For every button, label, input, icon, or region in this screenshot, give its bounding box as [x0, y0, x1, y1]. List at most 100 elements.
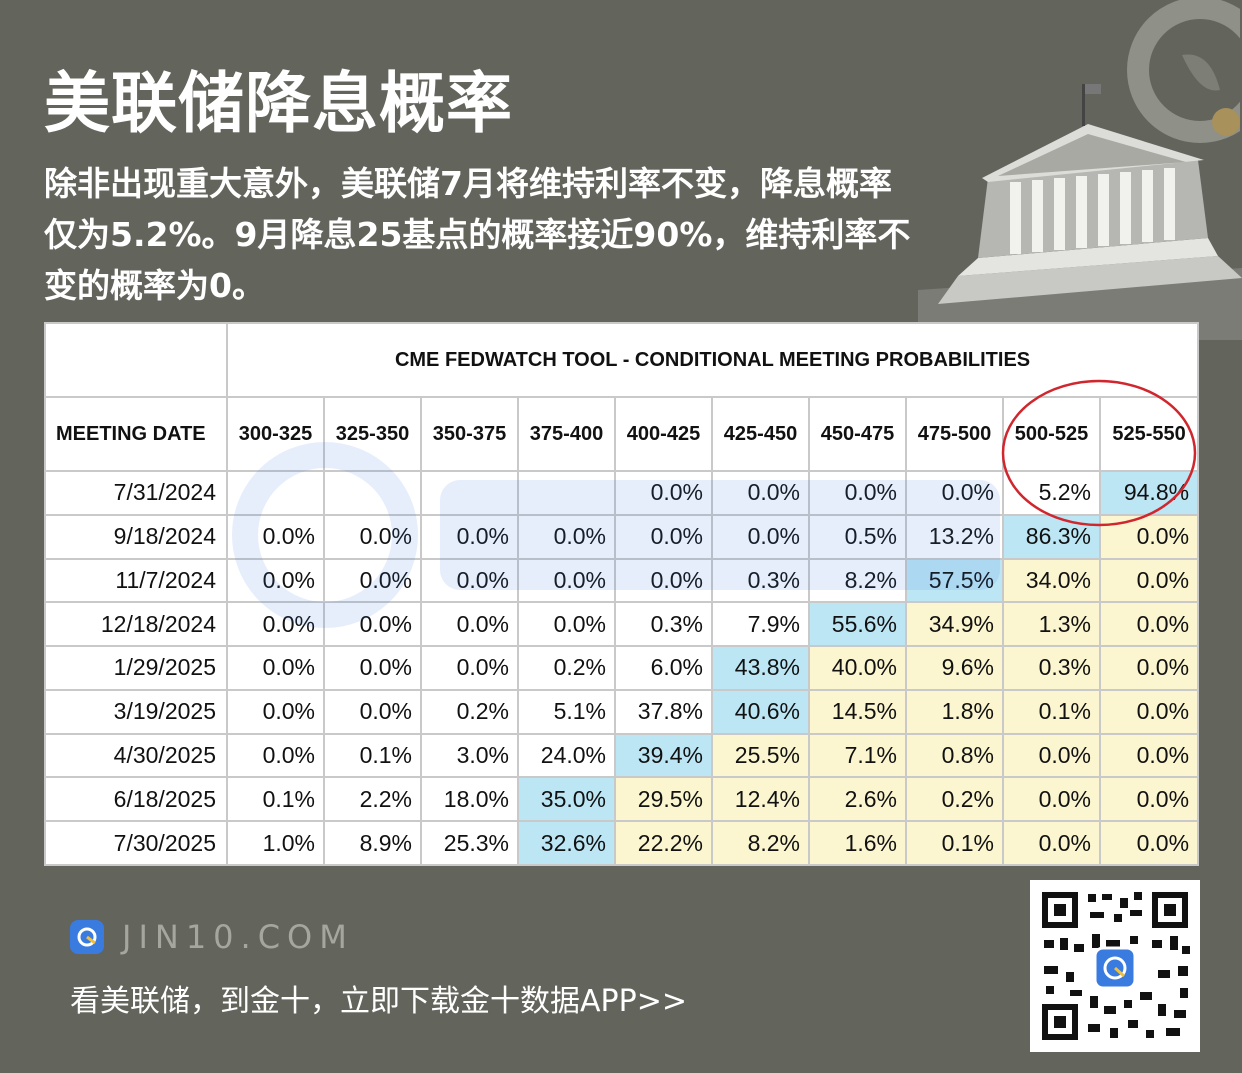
probability-cell: 7.9% [711, 601, 810, 648]
probability-cell: 0.0% [517, 601, 616, 648]
meeting-date-cell: 7/30/2025 [44, 820, 228, 866]
meeting-date-cell: 9/18/2024 [44, 513, 228, 560]
probability-cell: 35.0% [517, 776, 616, 823]
probability-cell: 25.3% [420, 820, 519, 866]
probability-cell: 0.0% [323, 513, 422, 560]
probability-cell: 25.5% [711, 732, 810, 779]
probability-cell: 0.0% [226, 688, 325, 735]
download-cta[interactable]: 看美联储，到金十，立即下载金十数据APP>> [70, 984, 687, 1019]
probability-cell: 94.8% [1098, 470, 1200, 516]
meeting-date-cell: 7/31/2024 [44, 470, 228, 516]
probability-cell: 0.0% [1002, 820, 1101, 866]
highlight-ring [1001, 379, 1197, 527]
meeting-date-cell: 1/29/2025 [44, 645, 228, 691]
rate-column-header: 350-375 [420, 396, 519, 472]
table-row: 7/31/2024 0.0% 0.0% 0.0% 0.0% 5.2% 94.8% [44, 470, 1200, 516]
qr-code-image[interactable] [1030, 880, 1200, 1052]
probability-cell: 0.0% [614, 470, 713, 516]
probability-cell: 0.0% [226, 645, 325, 691]
probability-cell: 2.2% [323, 776, 422, 823]
probability-cell: 0.0% [226, 601, 325, 648]
table-row: 1/29/2025 0.0% 0.0% 0.0% 0.2% 6.0% 43.8% 40.0% 9… [44, 645, 1200, 691]
probability-cell: 0.0% [1098, 776, 1200, 823]
probability-cell: 3.0% [420, 732, 519, 779]
probability-cell: 1.3% [1002, 601, 1101, 648]
meeting-date-cell: 12/18/2024 [44, 601, 228, 648]
header-row: MEETING DATE 300-325 325-350 350-375 375-40… [44, 396, 1200, 472]
probability-cell: 0.0% [420, 645, 519, 691]
probability-cell: 0.0% [711, 513, 810, 560]
fedwatch-probability-table: CME FEDWATCH TOOL - CONDITIONAL MEETING … [44, 322, 1200, 866]
probability-cell: 0.3% [1002, 645, 1101, 691]
table-row: 9/18/2024 0.0% 0.0% 0.0% 0.0% 0.0% 0.0% 0.5% 13.… [44, 513, 1200, 560]
site-url: JIN10.COM [122, 918, 354, 956]
probability-cell: 0.3% [711, 557, 810, 604]
probability-cell: 0.0% [420, 557, 519, 604]
table-row: 4/30/2025 0.0% 0.1% 3.0% 24.0% 39.4% 25.5% 7.1%… [44, 732, 1200, 779]
probability-cell: 22.2% [614, 820, 713, 866]
probability-cell: 18.0% [420, 776, 519, 823]
page-subtitle: 除非出现重大意外，美联储7月将维持利率不变，降息概率仅为5.2%。9月降息25基… [44, 164, 911, 305]
table-body: 7/31/2024 0.0% 0.0% 0.0% 0.0% 5.2% 94.8% 9/18/2… [44, 470, 1200, 866]
probability-cell: 55.6% [808, 601, 907, 648]
probability-cell: 0.0% [323, 645, 422, 691]
meeting-date-cell: 4/30/2025 [44, 732, 228, 779]
probability-cell: 0.0% [517, 557, 616, 604]
probability-cell: 0.0% [323, 688, 422, 735]
table-row: 7/30/2025 1.0% 8.9% 25.3% 32.6% 22.2% 8.2% 1.6%… [44, 820, 1200, 866]
probability-cell: 2.6% [808, 776, 907, 823]
probability-cell: 0.8% [905, 732, 1004, 779]
probability-cell: 1.6% [808, 820, 907, 866]
probability-cell: 8.2% [711, 820, 810, 866]
probability-cell: 14.5% [808, 688, 907, 735]
probability-cell: 39.4% [614, 732, 713, 779]
meeting-date-cell: 6/18/2025 [44, 776, 228, 823]
probability-cell: 5.1% [517, 688, 616, 735]
table-row: 12/18/2024 0.0% 0.0% 0.0% 0.0% 0.3% 7.9% 55.6% 3… [44, 601, 1200, 648]
site-brand: JIN10.COM [70, 918, 354, 956]
probability-cell: 0.0% [226, 513, 325, 560]
probability-cell: 32.6% [517, 820, 616, 866]
meeting-date-cell: 3/19/2025 [44, 688, 228, 735]
probability-cell: 37.8% [614, 688, 713, 735]
jin10-ring-decoration [1127, 0, 1240, 143]
probability-cell [323, 470, 422, 516]
probability-cell [517, 470, 616, 516]
jin10-logo-icon [70, 920, 104, 954]
table-row: 11/7/2024 0.0% 0.0% 0.0% 0.0% 0.0% 0.3% 8.2% 57.… [44, 557, 1200, 604]
rate-column-header: 475-500 [905, 396, 1004, 472]
rate-column-header: 300-325 [226, 396, 325, 472]
probability-cell: 6.0% [614, 645, 713, 691]
probability-cell: 0.0% [614, 513, 713, 560]
probability-cell: 43.8% [711, 645, 810, 691]
probability-cell: 24.0% [517, 732, 616, 779]
probability-cell: 0.0% [517, 513, 616, 560]
probability-cell: 1.0% [226, 820, 325, 866]
rate-column-header: 525-550 [1098, 396, 1200, 472]
probability-cell: 34.9% [905, 601, 1004, 648]
probability-cell: 0.0% [808, 470, 907, 516]
probability-cell [420, 470, 519, 516]
rate-column-header: 400-425 [614, 396, 713, 472]
probability-cell: 0.0% [323, 601, 422, 648]
probability-cell: 0.0% [1098, 557, 1200, 604]
probability-cell: 34.0% [1002, 557, 1101, 604]
probability-cell: 1.8% [905, 688, 1004, 735]
probability-cell: 0.1% [905, 820, 1004, 866]
probability-cell: 0.0% [905, 470, 1004, 516]
probability-cell: 0.0% [226, 732, 325, 779]
table-row: 3/19/2025 0.0% 0.0% 0.2% 5.1% 37.8% 40.6% 14.5%… [44, 688, 1200, 735]
table-row: 6/18/2025 0.1% 2.2% 18.0% 35.0% 29.5% 12.4% 2.6… [44, 776, 1200, 823]
probability-cell: 0.1% [323, 732, 422, 779]
probability-cell: 0.0% [1002, 732, 1101, 779]
fedwatch-table-panel: CME FEDWATCH TOOL - CONDITIONAL MEETING … [44, 322, 1200, 866]
probability-cell: 29.5% [614, 776, 713, 823]
probability-cell: 0.0% [420, 601, 519, 648]
probability-cell: 86.3% [1002, 513, 1101, 560]
rate-column-header: 500-525 [1002, 396, 1101, 472]
rate-column-header: 375-400 [517, 396, 616, 472]
probability-cell: 40.0% [808, 645, 907, 691]
probability-cell: 7.1% [808, 732, 907, 779]
probability-cell: 40.6% [711, 688, 810, 735]
probability-cell: 0.0% [1002, 776, 1101, 823]
